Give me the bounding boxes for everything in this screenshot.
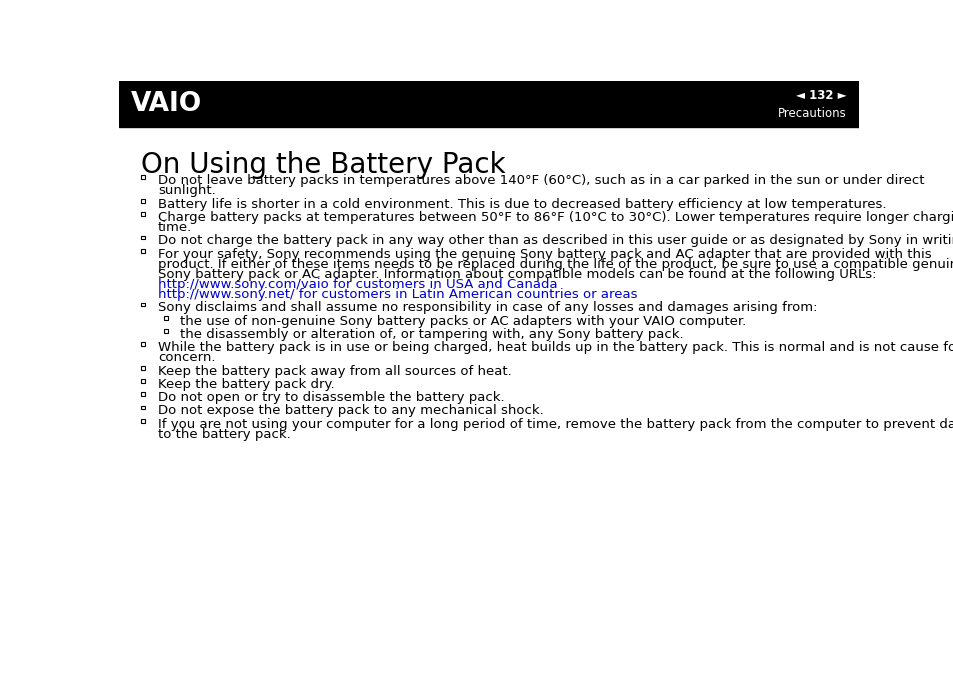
Text: to the battery pack.: to the battery pack. [158,428,291,441]
Text: Sony battery pack or AC adapter. Information about compatible models can be foun: Sony battery pack or AC adapter. Informa… [158,268,876,281]
Bar [164,329,168,333]
Bar [164,316,168,319]
Text: Sony disclaims and shall assume no responsibility in case of any losses and dama: Sony disclaims and shall assume no respo… [158,301,817,315]
Text: While the battery pack is in use or being charged, heat builds up in the battery: While the battery pack is in use or bein… [158,341,953,355]
Text: concern.: concern. [158,351,215,365]
Text: Do not charge the battery pack in any way other than as described in this user g: Do not charge the battery pack in any wa… [158,235,953,247]
Text: VAIO: VAIO [131,91,202,117]
Bar [141,235,145,239]
Bar [141,392,145,396]
Text: Keep the battery pack dry.: Keep the battery pack dry. [158,378,335,391]
Bar [141,366,145,369]
Bar [141,379,145,383]
Bar [141,199,145,203]
Text: Keep the battery pack away from all sources of heat.: Keep the battery pack away from all sour… [158,365,511,377]
Bar [119,81,858,127]
Text: Do not expose the battery pack to any mechanical shock.: Do not expose the battery pack to any me… [158,404,543,417]
Bar [141,249,145,253]
Text: If you are not using your computer for a long period of time, remove the battery: If you are not using your computer for a… [158,418,953,431]
Text: For your safety, Sony recommends using the genuine Sony battery pack and AC adap: For your safety, Sony recommends using t… [158,247,931,261]
Text: On Using the Battery Pack: On Using the Battery Pack [141,151,505,179]
Text: time.: time. [158,221,193,234]
Text: ◄ 132 ►: ◄ 132 ► [796,89,846,102]
Bar [141,419,145,423]
Text: the use of non-genuine Sony battery packs or AC adapters with your VAIO computer: the use of non-genuine Sony battery pack… [179,315,745,328]
Text: sunlight.: sunlight. [158,185,215,197]
Text: http://www.sony.net/ for customers in Latin American countries or areas: http://www.sony.net/ for customers in La… [158,288,637,301]
Text: the disassembly or alteration of, or tampering with, any Sony battery pack.: the disassembly or alteration of, or tam… [179,328,682,341]
Text: http://www.sony.com/vaio for customers in USA and Canada: http://www.sony.com/vaio for customers i… [158,278,558,291]
Text: Do not leave battery packs in temperatures above 140°F (60°C), such as in a car : Do not leave battery packs in temperatur… [158,175,923,187]
Text: Charge battery packs at temperatures between 50°F to 86°F (10°C to 30°C). Lower : Charge battery packs at temperatures bet… [158,211,953,224]
Bar [141,175,145,179]
Text: product. If either of these items needs to be replaced during the life of the pr: product. If either of these items needs … [158,257,953,271]
Text: Battery life is shorter in a cold environment. This is due to decreased battery : Battery life is shorter in a cold enviro… [158,197,885,211]
Bar [141,212,145,216]
Text: Precautions: Precautions [778,107,846,120]
Bar [141,303,145,307]
Text: Do not open or try to disassemble the battery pack.: Do not open or try to disassemble the ba… [158,391,504,404]
Bar [141,406,145,409]
Bar [141,342,145,346]
